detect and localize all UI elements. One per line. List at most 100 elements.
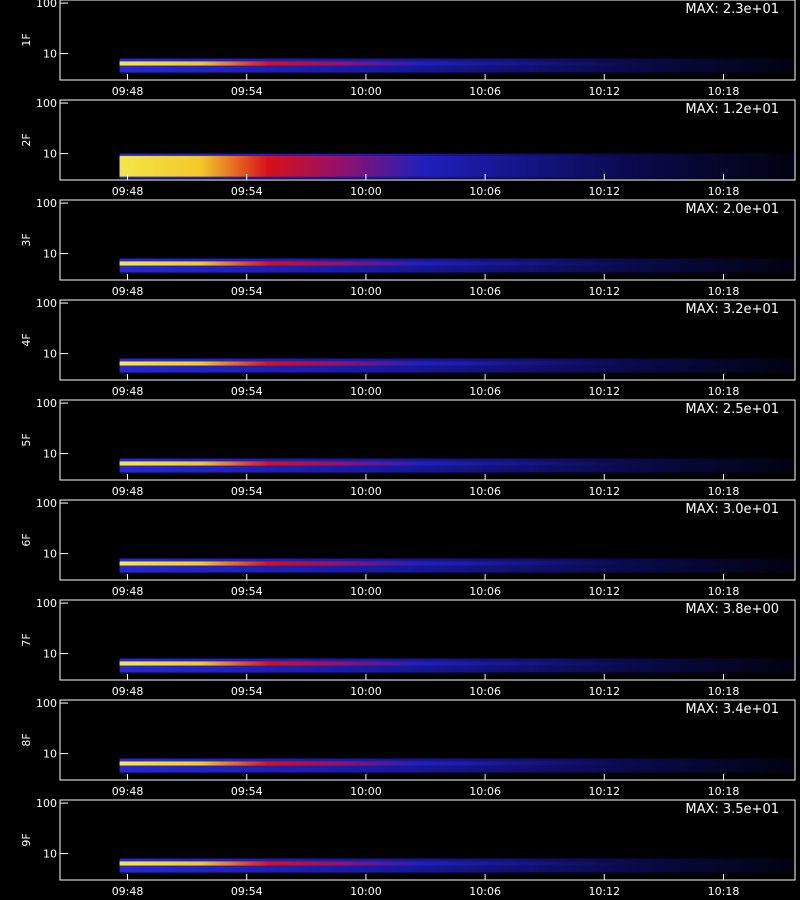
x-tick-label: 10:00 — [350, 685, 382, 698]
x-tick-label: 10:18 — [708, 385, 740, 398]
spectrogram-band — [119, 858, 796, 873]
x-tick-label: 10:12 — [588, 285, 620, 298]
x-tick-label: 10:00 — [350, 285, 382, 298]
x-tick-label: 09:48 — [112, 785, 144, 798]
spectrogram-band — [119, 155, 796, 177]
spectrogram-band — [119, 561, 796, 566]
x-tick-label: 10:18 — [708, 485, 740, 498]
x-tick-label: 10:18 — [708, 785, 740, 798]
x-tick-label: 10:00 — [350, 385, 382, 398]
y-tick-label: 100 — [36, 197, 57, 210]
x-tick-label: 10:12 — [588, 485, 620, 498]
x-tick-label: 09:54 — [231, 285, 263, 298]
spectrogram-band — [119, 661, 796, 666]
x-tick-label: 10:00 — [350, 785, 382, 798]
x-tick-label: 09:48 — [112, 385, 144, 398]
spectrogram-band — [119, 361, 796, 366]
y-axis-label: 2F — [20, 133, 33, 146]
x-tick-label: 10:00 — [350, 185, 382, 198]
spectrogram-band — [119, 758, 796, 773]
x-tick-label: 10:12 — [588, 585, 620, 598]
y-tick-label: 100 — [36, 0, 57, 10]
spectrogram-band — [119, 861, 796, 866]
plot-frame — [59, 199, 796, 281]
x-tick-label: 09:48 — [112, 85, 144, 98]
spectrogram-band — [119, 461, 796, 466]
x-tick-label: 10:00 — [350, 485, 382, 498]
max-annotation: MAX: 3.0e+01 — [685, 502, 779, 517]
y-tick-label: 10 — [43, 148, 57, 161]
x-tick-label: 10:00 — [350, 585, 382, 598]
y-tick-label: 100 — [36, 297, 57, 310]
x-tick-label: 09:54 — [231, 585, 263, 598]
plot-frame — [59, 599, 796, 681]
plot-frame — [59, 99, 796, 181]
x-tick-label: 10:06 — [469, 685, 501, 698]
y-tick-label: 10 — [43, 48, 57, 61]
plot-frame — [59, 799, 796, 881]
plot-frame — [59, 499, 796, 581]
max-annotation: MAX: 3.8e+00 — [685, 602, 779, 617]
y-tick-label: 10 — [43, 448, 57, 461]
spectrogram-band — [119, 58, 796, 73]
x-tick-label: 10:18 — [708, 885, 740, 898]
x-tick-label: 10:06 — [469, 185, 501, 198]
spectrogram-band — [119, 458, 796, 473]
x-tick-label: 10:18 — [708, 285, 740, 298]
x-tick-label: 10:18 — [708, 685, 740, 698]
plot-frame — [59, 699, 796, 781]
x-tick-label: 10:06 — [469, 585, 501, 598]
x-tick-label: 10:00 — [350, 85, 382, 98]
y-axis-label: 4F — [20, 333, 33, 346]
x-tick-label: 10:00 — [350, 885, 382, 898]
x-tick-label: 09:54 — [231, 885, 263, 898]
y-tick-label: 10 — [43, 548, 57, 561]
spectrogram-band — [119, 358, 796, 373]
x-tick-label: 10:12 — [588, 685, 620, 698]
y-tick-label: 100 — [36, 397, 57, 410]
x-tick-label: 10:18 — [708, 185, 740, 198]
max-annotation: MAX: 1.2e+01 — [685, 102, 779, 117]
y-axis-label: 9F — [20, 833, 33, 846]
x-tick-label: 09:54 — [231, 385, 263, 398]
y-tick-label: 100 — [36, 697, 57, 710]
x-tick-label: 10:06 — [469, 885, 501, 898]
y-axis-label: 8F — [20, 733, 33, 746]
x-tick-label: 09:54 — [231, 485, 263, 498]
x-tick-label: 09:48 — [112, 885, 144, 898]
y-tick-label: 100 — [36, 597, 57, 610]
spectrogram-band — [119, 558, 796, 573]
y-tick-label: 10 — [43, 348, 57, 361]
x-tick-label: 10:18 — [708, 585, 740, 598]
x-tick-label: 10:06 — [469, 485, 501, 498]
x-tick-label: 10:06 — [469, 385, 501, 398]
max-annotation: MAX: 2.0e+01 — [685, 202, 779, 217]
spectrogram-band — [119, 61, 796, 66]
x-tick-label: 10:18 — [708, 85, 740, 98]
y-tick-label: 100 — [36, 797, 57, 810]
x-tick-label: 10:06 — [469, 785, 501, 798]
x-tick-label: 10:06 — [469, 285, 501, 298]
max-annotation: MAX: 2.5e+01 — [685, 402, 779, 417]
x-tick-label: 09:54 — [231, 685, 263, 698]
x-tick-label: 10:12 — [588, 785, 620, 798]
spectrogram-band — [119, 658, 796, 673]
x-tick-label: 10:06 — [469, 85, 501, 98]
y-tick-label: 10 — [43, 748, 57, 761]
spectrogram-band — [119, 261, 796, 266]
x-tick-label: 09:48 — [112, 685, 144, 698]
x-tick-label: 09:54 — [231, 785, 263, 798]
plot-frame — [59, 399, 796, 481]
x-tick-label: 09:54 — [231, 85, 263, 98]
max-annotation: MAX: 2.3e+01 — [685, 2, 779, 17]
x-tick-label: 09:48 — [112, 485, 144, 498]
plot-frame — [59, 0, 796, 81]
x-tick-label: 10:12 — [588, 185, 620, 198]
y-tick-label: 10 — [43, 648, 57, 661]
spectrogram-band — [119, 258, 796, 273]
x-tick-label: 10:12 — [588, 885, 620, 898]
y-axis-label: 6F — [20, 533, 33, 546]
x-tick-label: 09:54 — [231, 185, 263, 198]
x-tick-label: 09:48 — [112, 285, 144, 298]
